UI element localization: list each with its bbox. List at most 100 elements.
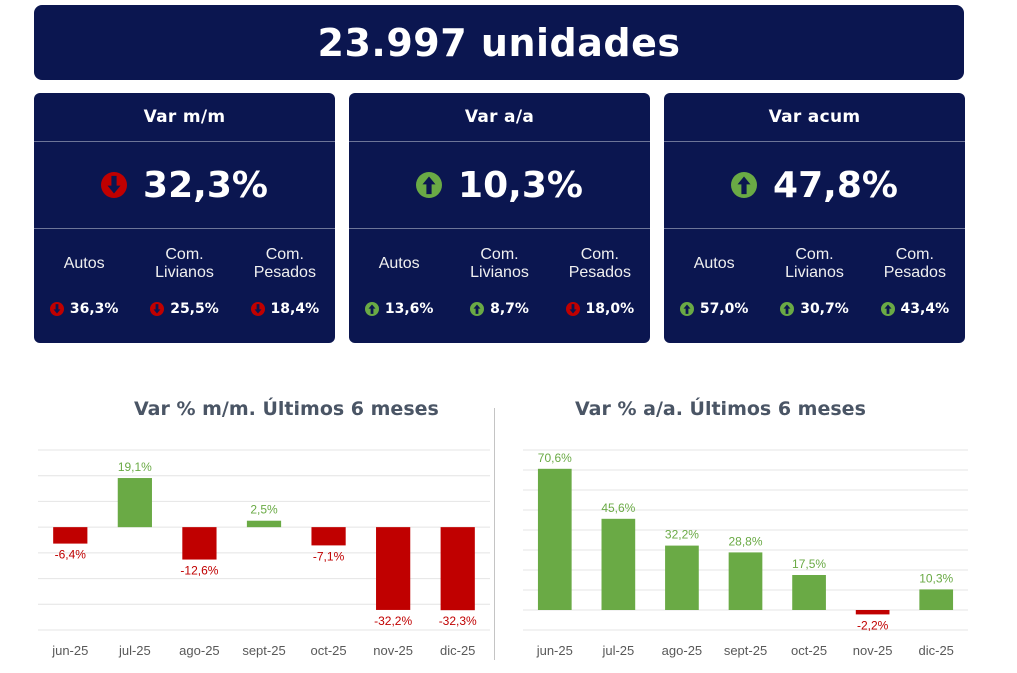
category-tick-label: jul-25	[601, 643, 634, 658]
bar	[440, 527, 475, 611]
kpi-sub-item: Autos 57,0%	[664, 229, 764, 343]
arrow-down-circle-icon	[49, 302, 64, 316]
bar	[117, 478, 152, 528]
kpi-sub-item: Com. Pesados 43,4%	[865, 229, 965, 343]
bar	[246, 520, 282, 528]
total-units-text: 23.997 unidades	[317, 20, 681, 65]
kpi-sub-value: 36,3%	[49, 301, 119, 317]
arrow-up-circle-icon	[416, 172, 443, 198]
kpi-sub-value-text: 18,0%	[585, 301, 635, 317]
kpi-sub-value: 57,0%	[679, 301, 749, 317]
kpi-card-breakdown: Autos 13,6% Com. Livianos 8,7% Com. Pesados 1…	[349, 229, 650, 343]
category-tick-label: ago-25	[179, 643, 219, 658]
kpi-sub-item: Autos 36,3%	[34, 229, 134, 343]
kpi-sub-value: 18,0%	[565, 301, 635, 317]
arrow-up-circle-icon	[679, 302, 694, 316]
data-label: -32,2%	[374, 614, 412, 628]
kpi-card: Var a/a 10,3% Autos 13,6% Com. Livianos 8,7% C…	[349, 93, 650, 343]
kpi-sub-value-text: 18,4%	[270, 301, 320, 317]
data-label: 17,5%	[792, 557, 826, 571]
arrow-down-circle-icon	[101, 172, 128, 198]
chart-divider	[494, 408, 495, 660]
category-tick-label: ago-25	[662, 643, 702, 658]
category-tick-label: oct-25	[791, 643, 827, 658]
kpi-sub-value-text: 36,3%	[69, 301, 119, 317]
arrow-up-circle-icon	[364, 302, 379, 316]
bar	[919, 589, 954, 610]
kpi-sub-label: Com. Livianos	[785, 246, 844, 281]
kpi-card-breakdown: Autos 57,0% Com. Livianos 30,7% Com. Pesados…	[664, 229, 965, 343]
arrow-up-circle-icon	[780, 302, 795, 316]
kpi-sub-value: 30,7%	[780, 301, 849, 317]
kpi-sub-value: 25,5%	[150, 301, 219, 317]
arrow-down-circle-icon	[150, 302, 165, 316]
kpi-card-main: 47,8%	[664, 142, 965, 229]
bar	[376, 527, 411, 610]
bar	[792, 575, 826, 610]
kpi-sub-label: Com. Pesados	[253, 246, 316, 281]
kpi-card-value: 32,3%	[143, 164, 268, 206]
data-label: 2,5%	[250, 503, 278, 517]
arrow-up-circle-icon	[470, 302, 485, 316]
total-units-banner: 23.997 unidades	[34, 5, 964, 80]
kpi-sub-label: Com. Livianos	[470, 246, 529, 281]
chart-var-aa: 70,6% jun-25 45,6% jul-25 32,2% ago-25 28,8% se…	[523, 449, 968, 658]
kpi-sub-value: 18,4%	[250, 301, 320, 317]
kpi-sub-item: Com. Livianos 8,7%	[449, 229, 549, 343]
category-tick-label: sept-25	[242, 643, 285, 658]
kpi-sub-value-text: 30,7%	[800, 301, 849, 317]
category-tick-label: dic-25	[440, 643, 475, 658]
kpi-card: Var acum 47,8% Autos 57,0% Com. Livianos 30,7…	[664, 93, 965, 343]
kpi-card-value: 10,3%	[458, 164, 583, 206]
arrow-up-circle-icon	[880, 302, 895, 316]
bar	[182, 527, 217, 560]
kpi-sub-label: Autos	[693, 255, 735, 272]
kpi-sub-value-text: 43,4%	[900, 301, 950, 317]
category-tick-label: jun-25	[536, 643, 573, 658]
kpi-card-value: 47,8%	[773, 164, 898, 206]
data-label: 70,6%	[538, 451, 572, 465]
data-label: 19,1%	[118, 460, 152, 474]
kpi-card-breakdown: Autos 36,3% Com. Livianos 25,5% Com. Pesados…	[34, 229, 335, 343]
bar	[311, 527, 346, 546]
kpi-sub-value-text: 25,5%	[170, 301, 219, 317]
kpi-card-main: 32,3%	[34, 142, 335, 229]
kpi-sub-label: Autos	[378, 255, 420, 272]
bar	[728, 552, 763, 610]
category-tick-label: jul-25	[118, 643, 151, 658]
category-tick-label: dic-25	[919, 643, 954, 658]
kpi-sub-value-text: 13,6%	[384, 301, 434, 317]
arrow-down-circle-icon	[250, 302, 265, 316]
bar	[665, 545, 699, 610]
chart-var-mm: -6,4% jun-25 19,1% jul-25 -12,6% ago-25 2,5% se…	[38, 449, 490, 658]
data-label: -6,4%	[55, 548, 87, 562]
bar	[601, 518, 636, 610]
bar	[537, 468, 572, 610]
kpi-card-main: 10,3%	[349, 142, 650, 229]
category-tick-label: nov-25	[853, 643, 893, 658]
kpi-sub-item: Com. Livianos 25,5%	[134, 229, 234, 343]
chart-title-mm: Var % m/m. Últimos 6 meses	[134, 398, 439, 420]
kpi-sub-item: Autos 13,6%	[349, 229, 449, 343]
chart-title-aa: Var % a/a. Últimos 6 meses	[575, 398, 866, 420]
kpi-sub-label: Autos	[63, 255, 105, 272]
arrow-down-circle-icon	[565, 302, 580, 316]
category-tick-label: sept-25	[724, 643, 767, 658]
category-tick-label: oct-25	[311, 643, 347, 658]
bar	[855, 610, 890, 615]
kpi-card: Var m/m 32,3% Autos 36,3% Com. Livianos 25,5%…	[34, 93, 335, 343]
kpi-sub-value-text: 8,7%	[490, 301, 529, 317]
kpi-sub-value-text: 57,0%	[699, 301, 749, 317]
kpi-sub-value: 8,7%	[470, 301, 529, 317]
data-label: 45,6%	[601, 501, 635, 515]
category-tick-label: nov-25	[373, 643, 413, 658]
kpi-sub-label: Com. Pesados	[568, 246, 631, 281]
kpi-sub-label: Com. Livianos	[155, 246, 214, 281]
data-label: 10,3%	[919, 571, 953, 585]
data-label: -7,1%	[313, 549, 345, 563]
data-label: 28,8%	[728, 534, 762, 548]
kpi-sub-label: Com. Pesados	[883, 246, 946, 281]
data-label: -12,6%	[180, 564, 218, 578]
kpi-card-title: Var m/m	[34, 93, 335, 142]
bar	[53, 527, 88, 544]
